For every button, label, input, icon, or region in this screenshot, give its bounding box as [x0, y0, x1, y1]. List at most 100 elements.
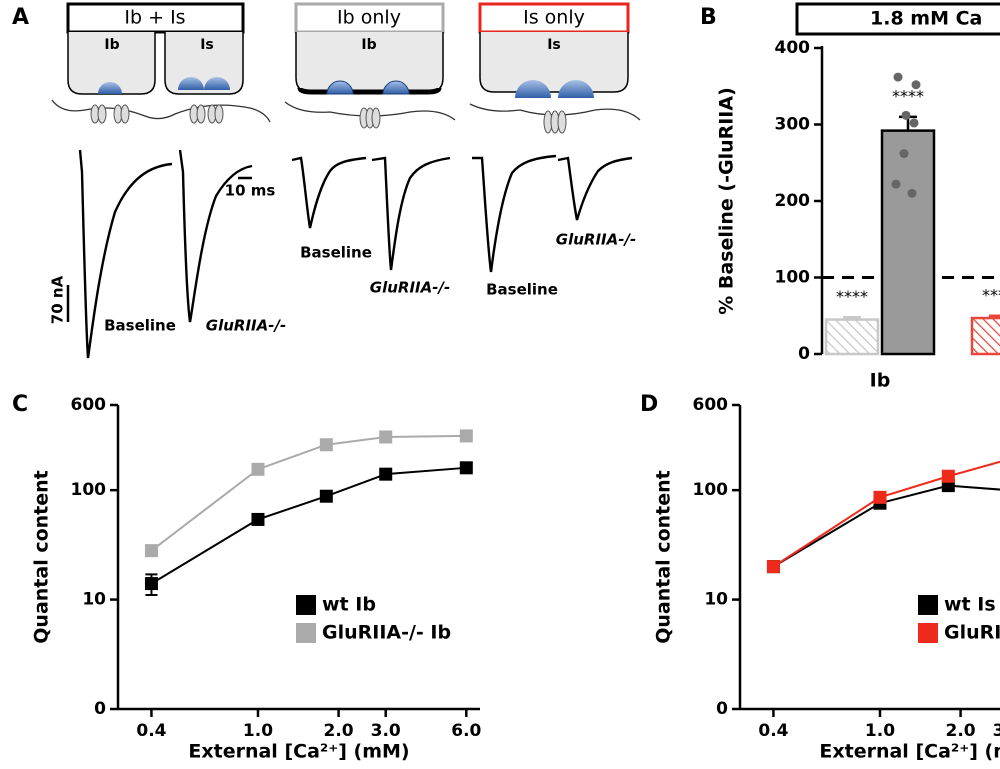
bouton — [178, 77, 204, 90]
receptors — [543, 110, 567, 134]
bouton — [326, 80, 354, 95]
significance: **** — [982, 285, 1000, 304]
trace-label: GluRIIA-/- — [206, 317, 286, 335]
bar-chart: B 1.8 mM Ca % Baseline (-GluRIIA) 0 100 200 30… — [700, 2, 1000, 392]
x-tick-label: 0.4 — [136, 721, 166, 741]
data-point — [459, 461, 473, 475]
receptors — [90, 104, 224, 124]
terminal-label: Is — [547, 37, 561, 53]
x-tick-label: 2.0 — [324, 721, 354, 741]
trace — [291, 156, 367, 229]
bouton — [98, 82, 122, 94]
data-point — [144, 577, 158, 591]
trace — [472, 154, 557, 273]
data-point — [893, 72, 903, 82]
bouton — [382, 80, 410, 95]
condition-title: Ib + Is — [124, 7, 185, 29]
data-point — [144, 544, 158, 558]
neuron-edge — [297, 87, 442, 95]
x-tick-label: 0.4 — [758, 721, 788, 741]
panel-label: A — [12, 5, 29, 30]
data-point — [901, 110, 911, 120]
panel-label: C — [12, 392, 28, 417]
trace-label: GluRIIA-/- — [370, 279, 450, 297]
panel-label: B — [700, 5, 717, 30]
chart-title: 1.8 mM Ca — [870, 8, 982, 30]
x-tick-label: 2.0 — [946, 721, 976, 741]
x-tick-label: 3.0 — [993, 721, 1000, 741]
time-scale: 10 ms — [225, 182, 276, 200]
data-point — [251, 462, 265, 476]
bar — [880, 129, 936, 356]
x-tick-label: 6.0 — [451, 721, 481, 741]
series-line — [772, 460, 1000, 568]
x-axis-label: External [Ca²⁺] (mM) — [819, 741, 1000, 763]
y-tick-label: 300 — [775, 115, 811, 135]
y-tick-label: 100 — [775, 268, 811, 288]
y-tick-label: 0 — [94, 699, 106, 719]
data-point — [459, 429, 473, 443]
terminal-label: Ib — [104, 37, 119, 53]
condition-title: Is only — [523, 7, 585, 29]
trace — [178, 149, 253, 323]
y-tick-label: 0 — [716, 699, 728, 719]
neuron — [479, 32, 629, 93]
data-point — [891, 179, 901, 189]
series-line — [150, 434, 467, 552]
neuron — [164, 32, 244, 95]
data-point — [379, 430, 393, 444]
significance: **** — [892, 86, 924, 105]
legend-label: wt Is — [944, 594, 996, 616]
trace-label: Baseline — [300, 244, 372, 262]
x-tick-label: 1.0 — [865, 721, 895, 741]
series-line — [150, 466, 467, 585]
receptors — [359, 107, 381, 129]
trace-label: GluRIIA-/- — [556, 231, 636, 249]
trace — [78, 149, 173, 359]
legend-swatch — [296, 595, 316, 615]
legend-label: GluRIIA-/- Is — [944, 622, 1000, 644]
condition-title: Ib only — [337, 7, 401, 29]
data-point — [909, 118, 919, 128]
y-tick-label: 600 — [693, 395, 729, 415]
data-point — [319, 489, 333, 503]
trace — [371, 156, 451, 271]
bar — [824, 318, 880, 356]
y-tick-label: 100 — [693, 480, 729, 500]
data-point — [941, 469, 955, 483]
line-chart: C Quantal content External [Ca²⁺] (mM) 0 10 1… — [12, 392, 482, 763]
x-tick-label: 1.0 — [243, 721, 273, 741]
series-line — [772, 484, 1000, 568]
legend-swatch — [918, 623, 938, 643]
y-tick-label: 200 — [775, 191, 811, 211]
y-tick-label: 100 — [71, 480, 107, 500]
terminal-label: Ib — [361, 37, 376, 53]
data-point — [911, 80, 921, 90]
data-point — [873, 490, 887, 504]
data-point — [319, 438, 333, 452]
y-axis-label: % Baseline (-GluRIIA) — [716, 87, 738, 315]
muscle — [51, 99, 271, 123]
terminal-label: Is — [200, 37, 214, 53]
legend-label: wt Ib — [322, 594, 376, 616]
data-point — [907, 188, 917, 198]
error-bar — [989, 314, 1000, 319]
bouton — [515, 80, 551, 98]
title-box — [795, 2, 1000, 36]
significance: **** — [836, 287, 868, 306]
line-chart: D Quantal content External [Ca²⁺] (mM) 0 10 1… — [640, 392, 1000, 763]
x-tick-label: 3.0 — [371, 721, 401, 741]
y-axis-label: Quantal content — [31, 470, 53, 643]
amplitude-scale: 70 nA — [49, 275, 67, 324]
y-axis-label: Quantal content — [653, 470, 675, 643]
legend-swatch — [918, 595, 938, 615]
y-tick-label: 600 — [71, 395, 107, 415]
bouton — [204, 77, 230, 90]
y-tick-label: 10 — [82, 590, 106, 610]
data-point — [899, 149, 909, 159]
bouton — [558, 80, 594, 98]
error-bar — [843, 316, 861, 320]
legend-label: GluRIIA-/- Ib — [322, 622, 451, 644]
trace — [557, 156, 633, 221]
